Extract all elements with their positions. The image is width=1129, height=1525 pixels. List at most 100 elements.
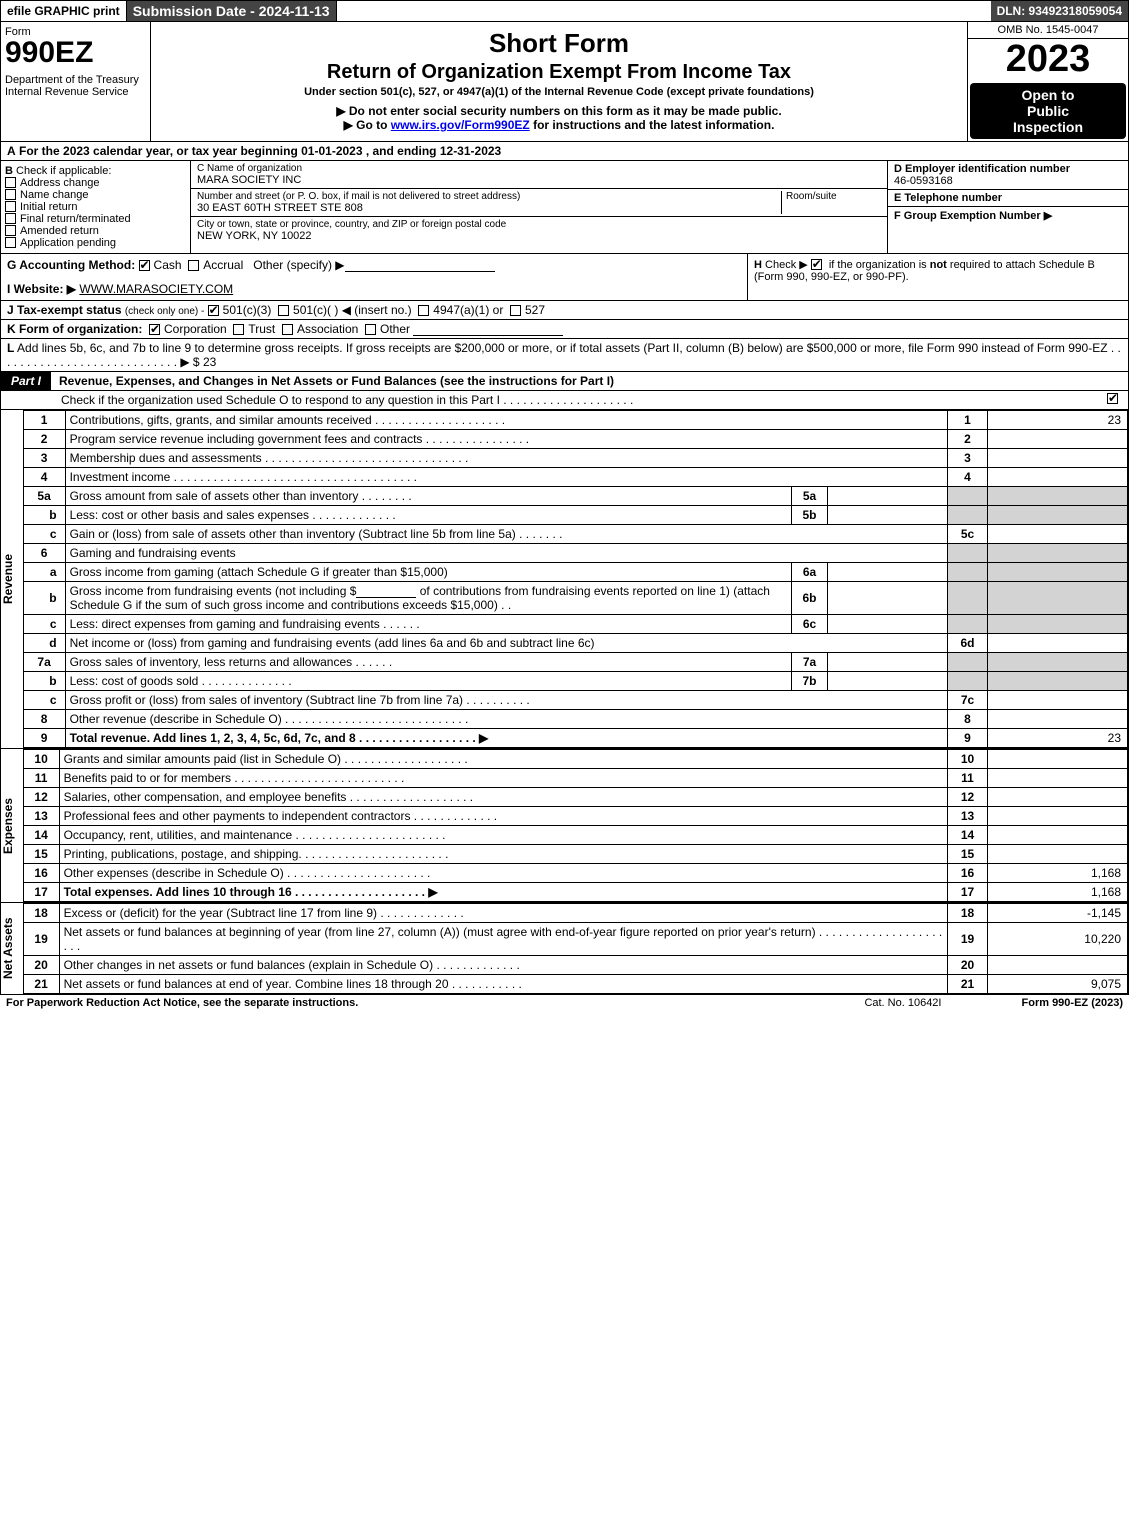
line-10: 10Grants and similar amounts paid (list … xyxy=(23,749,1127,768)
line-6d: dNet income or (loss) from gaming and fu… xyxy=(23,633,1127,652)
line-4: 4Investment income . . . . . . . . . . .… xyxy=(23,467,1127,486)
line-15: 15Printing, publications, postage, and s… xyxy=(23,844,1127,863)
title-short-form: Short Form xyxy=(159,28,959,59)
gross-receipts: 23 xyxy=(203,355,216,369)
line-6a: aGross income from gaming (attach Schedu… xyxy=(23,562,1127,581)
section-c: C Name of organization MARA SOCIETY INC … xyxy=(191,161,888,253)
line-21: 21Net assets or fund balances at end of … xyxy=(23,974,1127,993)
catalog-number: Cat. No. 10642I xyxy=(864,997,941,1009)
line-k: K Form of organization: Corporation Trus… xyxy=(0,320,1129,339)
line-7c: cGross profit or (loss) from sales of in… xyxy=(23,690,1127,709)
net-assets-table: 18Excess or (deficit) for the year (Subt… xyxy=(23,903,1128,994)
chk-501c3[interactable] xyxy=(208,305,219,316)
chk-527[interactable] xyxy=(510,305,521,316)
submission-date: Submission Date - 2024-11-13 xyxy=(127,1,337,21)
line-18: 18Excess or (deficit) for the year (Subt… xyxy=(23,903,1127,922)
line-9: 9Total revenue. Add lines 1, 2, 3, 4, 5c… xyxy=(23,728,1127,747)
chk-501c[interactable] xyxy=(278,305,289,316)
dln: DLN: 93492318059054 xyxy=(991,1,1128,21)
section-g-i: G Accounting Method: Cash Accrual Other … xyxy=(1,254,748,300)
chk-initial-return[interactable] xyxy=(5,201,16,212)
warning-ssn: ▶ Do not enter social security numbers o… xyxy=(159,104,959,118)
page-footer: For Paperwork Reduction Act Notice, see … xyxy=(0,995,1129,1011)
irs-link[interactable]: www.irs.gov/Form990EZ xyxy=(391,118,530,132)
chk-trust[interactable] xyxy=(233,324,244,335)
line-2: 2Program service revenue including gover… xyxy=(23,429,1127,448)
subtitle: Under section 501(c), 527, or 4947(a)(1)… xyxy=(159,86,959,98)
section-b: B Check if applicable: Address change Na… xyxy=(1,161,191,253)
chk-name-change[interactable] xyxy=(5,189,16,200)
department: Department of the Treasury Internal Reve… xyxy=(5,74,146,98)
chk-other-org[interactable] xyxy=(365,324,376,335)
goto-line: ▶ Go to www.irs.gov/Form990EZ for instru… xyxy=(159,118,959,132)
line-6b: bGross income from fundraising events (n… xyxy=(23,581,1127,614)
tax-year: 2023 xyxy=(968,39,1128,81)
line-5c: cGain or (loss) from sale of assets othe… xyxy=(23,524,1127,543)
line-6: 6Gaming and fundraising events xyxy=(23,543,1127,562)
paperwork-notice: For Paperwork Reduction Act Notice, see … xyxy=(6,997,358,1009)
top-bar: efile GRAPHIC print Submission Date - 20… xyxy=(0,0,1129,22)
part-i-tag: Part I xyxy=(1,372,51,390)
line-13: 13Professional fees and other payments t… xyxy=(23,806,1127,825)
chk-final-return[interactable] xyxy=(5,213,16,224)
header-right: OMB No. 1545-0047 2023 Open to Public In… xyxy=(968,22,1128,141)
line-11: 11Benefits paid to or for members . . . … xyxy=(23,768,1127,787)
org-name: MARA SOCIETY INC xyxy=(197,174,881,186)
part-i-title: Revenue, Expenses, and Changes in Net As… xyxy=(51,372,1128,390)
line-5b: bLess: cost or other basis and sales exp… xyxy=(23,505,1127,524)
chk-cash[interactable] xyxy=(139,260,150,271)
efile-label: efile GRAPHIC print xyxy=(1,1,127,21)
revenue-table: 1Contributions, gifts, grants, and simil… xyxy=(23,410,1128,748)
expenses-section: Expenses 10Grants and similar amounts pa… xyxy=(0,749,1129,903)
part-i-header: Part I Revenue, Expenses, and Changes in… xyxy=(0,372,1129,391)
chk-4947a1[interactable] xyxy=(418,305,429,316)
other-org-input[interactable] xyxy=(413,322,563,336)
header-center: Short Form Return of Organization Exempt… xyxy=(151,22,968,141)
net-assets-section: Net Assets 18Excess or (deficit) for the… xyxy=(0,903,1129,995)
open-public-inspection: Open to Public Inspection xyxy=(970,83,1126,139)
line-14: 14Occupancy, rent, utilities, and mainte… xyxy=(23,825,1127,844)
line-19: 19Net assets or fund balances at beginni… xyxy=(23,922,1127,955)
form-number: 990EZ xyxy=(5,38,146,68)
form-footer: Form 990-EZ (2023) xyxy=(1022,997,1124,1009)
website[interactable]: WWW.MARASOCIETY.COM xyxy=(79,282,233,296)
line-l: L Add lines 5b, 6c, and 7b to line 9 to … xyxy=(0,339,1129,372)
chk-address-change[interactable] xyxy=(5,177,16,188)
org-address: 30 EAST 60TH STREET STE 808 xyxy=(197,202,781,214)
chk-schedule-b-not-required[interactable] xyxy=(811,259,822,270)
omb-number: OMB No. 1545-0047 xyxy=(968,22,1128,39)
revenue-label: Revenue xyxy=(1,410,23,748)
ein: 46-0593168 xyxy=(894,175,953,187)
chk-amended-return[interactable] xyxy=(5,225,16,236)
line-17: 17Total expenses. Add lines 10 through 1… xyxy=(23,882,1127,901)
chk-application-pending[interactable] xyxy=(5,237,16,248)
part-i-check-line: Check if the organization used Schedule … xyxy=(0,391,1129,410)
line-8: 8Other revenue (describe in Schedule O) … xyxy=(23,709,1127,728)
chk-accrual[interactable] xyxy=(188,260,199,271)
other-method-input[interactable] xyxy=(345,258,495,272)
chk-association[interactable] xyxy=(282,324,293,335)
line-i: I Website: ▶ WWW.MARASOCIETY.COM xyxy=(7,282,741,296)
line-7b: bLess: cost of goods sold . . . . . . . … xyxy=(23,671,1127,690)
block-gh: G Accounting Method: Cash Accrual Other … xyxy=(0,254,1129,301)
line-5a: 5aGross amount from sale of assets other… xyxy=(23,486,1127,505)
org-city: NEW YORK, NY 10022 xyxy=(197,230,881,242)
chk-schedule-o-part-i[interactable] xyxy=(1107,393,1118,404)
line-7a: 7aGross sales of inventory, less returns… xyxy=(23,652,1127,671)
line-j: J Tax-exempt status (check only one) - 5… xyxy=(0,301,1129,320)
line-a: A For the 2023 calendar year, or tax yea… xyxy=(0,142,1129,161)
line-20: 20Other changes in net assets or fund ba… xyxy=(23,955,1127,974)
line-1: 1Contributions, gifts, grants, and simil… xyxy=(23,410,1127,429)
block-bcdef: B Check if applicable: Address change Na… xyxy=(0,161,1129,254)
chk-corporation[interactable] xyxy=(149,324,160,335)
line-g: G Accounting Method: Cash Accrual Other … xyxy=(7,258,741,272)
expenses-table: 10Grants and similar amounts paid (list … xyxy=(23,749,1128,902)
header-left: Form 990EZ Department of the Treasury In… xyxy=(1,22,151,141)
title-return: Return of Organization Exempt From Incom… xyxy=(159,61,959,84)
line-12: 12Salaries, other compensation, and empl… xyxy=(23,787,1127,806)
section-def: D Employer identification number 46-0593… xyxy=(888,161,1128,253)
line-3: 3Membership dues and assessments . . . .… xyxy=(23,448,1127,467)
revenue-section: Revenue 1Contributions, gifts, grants, a… xyxy=(0,410,1129,749)
form-header: Form 990EZ Department of the Treasury In… xyxy=(0,22,1129,142)
section-h: H Check ▶ if the organization is not req… xyxy=(748,254,1128,300)
